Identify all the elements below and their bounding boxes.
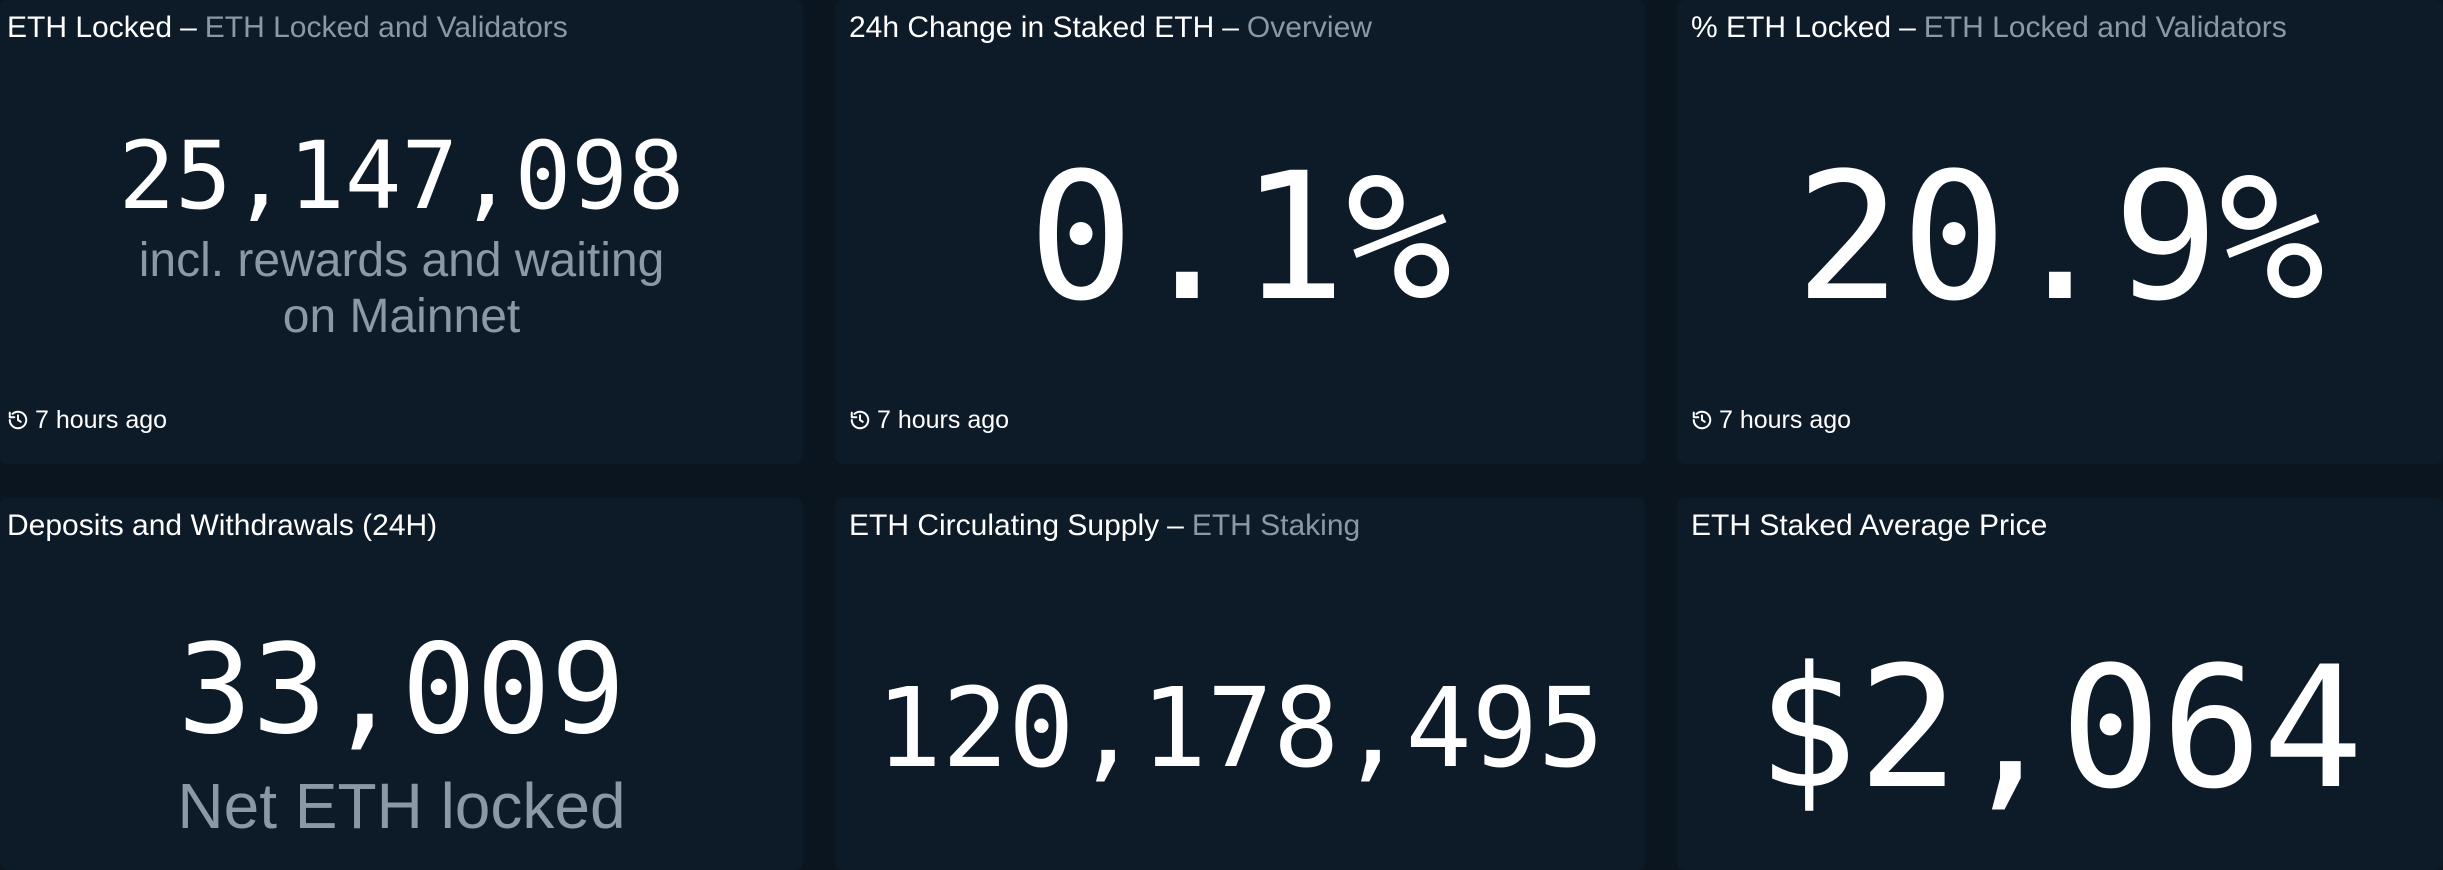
panel-title[interactable]: ETH Staked Average Price: [1691, 506, 2047, 546]
history-icon: [8, 410, 28, 430]
panel-subtitle[interactable]: Overview: [1246, 11, 1372, 44]
last-updated: 7 hours ago: [7, 402, 167, 438]
panel-title[interactable]: ETH Circulating Supply – ETH Staking: [849, 506, 1360, 546]
panel-subtitle[interactable]: ETH Staking: [1191, 509, 1361, 542]
panel-title[interactable]: % ETH Locked – ETH Locked and Validators: [1691, 8, 2287, 48]
history-icon: [1692, 410, 1712, 430]
last-updated-text: 7 hours ago: [877, 406, 1010, 434]
history-icon: [850, 410, 870, 430]
panel-title[interactable]: ETH Locked – ETH Locked and Validators: [7, 8, 568, 48]
panel-title-text: ETH Circulating Supply: [849, 509, 1160, 542]
last-updated-text: 7 hours ago: [35, 406, 168, 434]
panel-subtitle[interactable]: ETH Locked and Validators: [204, 11, 568, 44]
big-number-caption-line2: on Mainnet: [282, 290, 521, 343]
panel-title[interactable]: 24h Change in Staked ETH – Overview: [849, 8, 1372, 48]
last-updated: 7 hours ago: [849, 402, 1009, 438]
panel-percent-eth-locked: % ETH Locked – ETH Locked and Validators 2…: [1677, 0, 2443, 464]
big-number-value: 120,178,495: [875, 664, 1605, 792]
panel-title-text: Deposits and Withdrawals (24H): [7, 509, 438, 542]
big-number-value: 0.1%: [1028, 135, 1452, 340]
panel-title-text: 24h Change in Staked ETH: [849, 11, 1215, 44]
big-number-caption-line1: incl. rewards and waiting: [138, 234, 665, 287]
last-updated-text: 7 hours ago: [1719, 406, 1852, 434]
big-number-value: $2,064: [1756, 630, 2364, 826]
panel-title-text: ETH Locked: [7, 11, 173, 44]
title-separator: –: [1222, 11, 1239, 44]
big-number-value: 33,009: [177, 618, 626, 762]
panel-eth-staked-average-price: ETH Staked Average Price $2,064: [1677, 498, 2443, 870]
big-number-value: 25,147,098: [118, 122, 685, 231]
panel-24h-change-staked-eth: 24h Change in Staked ETH – Overview 0.1% 7…: [835, 0, 1645, 464]
panel-eth-circulating-supply: ETH Circulating Supply – ETH Staking 120,1…: [835, 498, 1645, 870]
last-updated: 7 hours ago: [1691, 402, 1851, 438]
title-separator: –: [1899, 11, 1916, 44]
panel-deposits-withdrawals: Deposits and Withdrawals (24H) 33,009 Ne…: [0, 498, 803, 870]
panel-title-text: % ETH Locked: [1691, 11, 1892, 44]
panel-title-text: ETH Staked Average Price: [1691, 509, 2048, 542]
big-number-value: 20.9%: [1795, 135, 2325, 340]
big-number-caption: Net ETH locked: [177, 770, 626, 842]
title-separator: –: [1167, 509, 1184, 542]
title-separator: –: [180, 11, 197, 44]
panel-title[interactable]: Deposits and Withdrawals (24H): [7, 506, 437, 546]
panel-eth-locked: ETH Locked – ETH Locked and Validators 25,…: [0, 0, 803, 464]
panel-subtitle[interactable]: ETH Locked and Validators: [1923, 11, 2287, 44]
